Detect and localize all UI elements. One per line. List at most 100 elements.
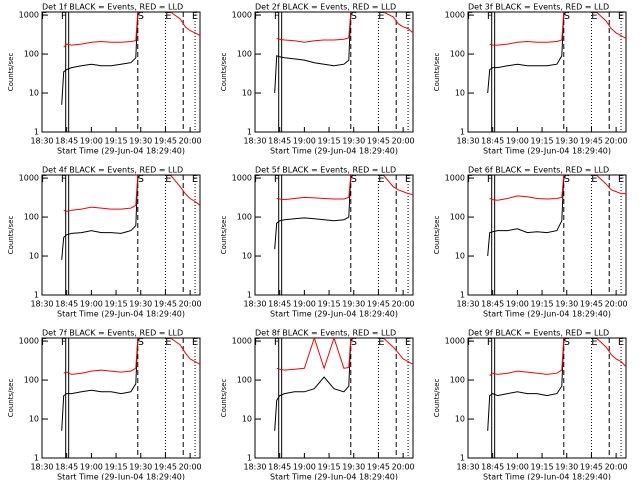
x-tick-label: 19:15 <box>531 463 554 472</box>
event-label: E <box>618 11 624 22</box>
y-axis-label: Counts/sec <box>220 53 228 92</box>
event-label: F <box>274 11 280 22</box>
panel: Det 5f BLACK = Events, RED = LLD Start Ti… <box>220 166 415 319</box>
event-label: E <box>591 11 597 22</box>
panel: Det 8f BLACK = Events, RED = LLD Start Ti… <box>220 329 415 480</box>
x-tick-label: 19:15 <box>531 137 554 146</box>
x-axis-label: Start Time (29-Jun-04 18:29:40) <box>57 310 185 319</box>
x-tick-label: 19:15 <box>318 300 341 309</box>
event-label: E <box>165 174 171 185</box>
x-tick-label: 19:00 <box>506 137 529 146</box>
plot-area <box>274 175 413 295</box>
event-label: E <box>405 11 411 22</box>
series-line <box>276 338 413 371</box>
event-label: E <box>378 11 384 22</box>
x-tick-label: 20:00 <box>392 463 415 472</box>
event-label: S <box>564 174 570 185</box>
plot-area <box>487 12 626 132</box>
event-label: F <box>467 11 473 22</box>
event-label: E <box>378 337 384 348</box>
event-label: E <box>405 337 411 348</box>
y-tick-label: 1 <box>34 128 39 137</box>
x-tick-label: 19:15 <box>318 137 341 146</box>
x-tick-label: 18:30 <box>243 137 266 146</box>
y-tick-label: 1 <box>247 128 252 137</box>
plot-area <box>61 338 200 458</box>
x-axis-label: Start Time (29-Jun-04 18:29:40) <box>483 147 611 156</box>
x-tick-label: 18:30 <box>243 463 266 472</box>
y-tick-label: 10 <box>455 89 465 98</box>
y-tick-label: 1 <box>460 291 465 300</box>
panel: Det 3f BLACK = Events, RED = LLD Start Ti… <box>433 3 628 156</box>
x-tick-label: 19:00 <box>293 137 316 146</box>
series-line <box>276 12 413 43</box>
y-tick-label: 100 <box>450 376 465 385</box>
panel: Det 1f BLACK = Events, RED = LLD Start Ti… <box>7 3 202 156</box>
x-tick-label: 19:30 <box>129 300 152 309</box>
y-axis-label: Counts/sec <box>7 379 15 418</box>
x-tick-label: 19:00 <box>293 463 316 472</box>
x-tick-label: 19:15 <box>105 463 128 472</box>
panel: Det 9f BLACK = Events, RED = LLD Start Ti… <box>433 329 628 480</box>
event-label: S <box>564 11 570 22</box>
panel-title: Det 6f BLACK = Events, RED = LLD <box>468 166 609 175</box>
panel-title: Det 5f BLACK = Events, RED = LLD <box>255 166 396 175</box>
x-axis-label: Start Time (29-Jun-04 18:29:40) <box>57 147 185 156</box>
y-tick-label: 1000 <box>445 174 465 183</box>
y-tick-label: 10 <box>455 415 465 424</box>
x-tick-label: 19:00 <box>80 463 103 472</box>
series-line <box>276 175 413 201</box>
x-tick-label: 18:45 <box>55 463 78 472</box>
y-tick-label: 1000 <box>445 337 465 346</box>
event-label: E <box>405 174 411 185</box>
x-tick-label: 18:30 <box>456 463 479 472</box>
x-tick-label: 19:30 <box>555 137 578 146</box>
x-tick-label: 19:30 <box>342 300 365 309</box>
event-label: F <box>467 174 473 185</box>
x-tick-label: 18:30 <box>456 300 479 309</box>
x-tick-label: 19:30 <box>555 300 578 309</box>
x-tick-label: 19:00 <box>506 300 529 309</box>
plot-area <box>61 12 200 132</box>
x-tick-label: 20:00 <box>179 137 202 146</box>
x-axis-label: Start Time (29-Jun-04 18:29:40) <box>270 310 398 319</box>
plot-area <box>274 338 413 458</box>
series-line <box>487 338 565 431</box>
x-tick-label: 19:00 <box>506 463 529 472</box>
y-tick-label: 100 <box>450 213 465 222</box>
x-tick-label: 19:15 <box>105 300 128 309</box>
panel: Det 2f BLACK = Events, RED = LLD Start Ti… <box>220 3 415 156</box>
y-axis-label: Counts/sec <box>220 216 228 255</box>
y-tick-label: 10 <box>242 415 252 424</box>
y-tick-label: 100 <box>237 376 252 385</box>
x-tick-label: 18:45 <box>268 137 291 146</box>
plot-area <box>487 338 626 458</box>
event-label: S <box>138 337 144 348</box>
plot-frame <box>41 337 201 459</box>
panel-title: Det 3f BLACK = Events, RED = LLD <box>468 3 609 12</box>
event-label: F <box>487 11 493 22</box>
x-tick-label: 18:30 <box>30 463 53 472</box>
x-tick-label: 18:45 <box>481 137 504 146</box>
panel-title: Det 4f BLACK = Events, RED = LLD <box>42 166 183 175</box>
event-label: F <box>274 337 280 348</box>
event-label: F <box>41 11 47 22</box>
event-label: E <box>192 337 198 348</box>
y-tick-label: 1000 <box>19 11 39 20</box>
x-tick-label: 19:30 <box>342 463 365 472</box>
series-line <box>63 175 200 212</box>
x-tick-label: 20:00 <box>605 463 628 472</box>
x-tick-label: 19:45 <box>367 300 390 309</box>
event-label: E <box>192 11 198 22</box>
x-tick-label: 19:45 <box>154 463 177 472</box>
y-tick-label: 10 <box>29 415 39 424</box>
y-tick-label: 1 <box>460 128 465 137</box>
event-label: F <box>61 337 67 348</box>
series-line <box>274 175 352 250</box>
x-axis-label: Start Time (29-Jun-04 18:29:40) <box>270 473 398 480</box>
x-tick-label: 19:30 <box>342 137 365 146</box>
series-line <box>274 338 352 431</box>
event-label: F <box>274 174 280 185</box>
plot-frame <box>467 174 627 296</box>
x-tick-label: 19:30 <box>555 463 578 472</box>
